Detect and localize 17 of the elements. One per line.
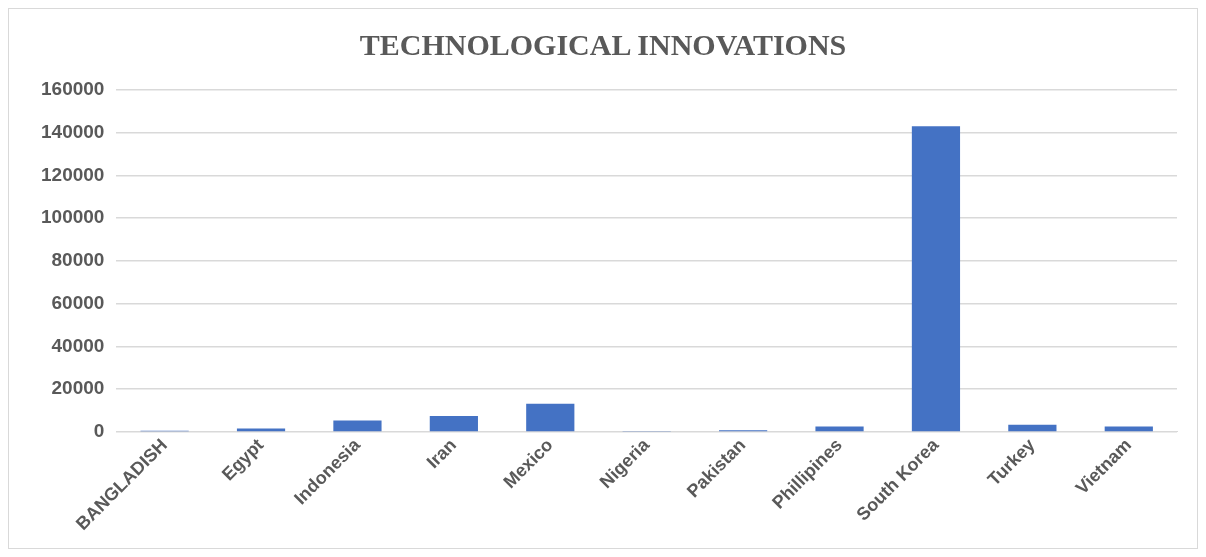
bar	[526, 403, 575, 432]
y-tick-label: 160000	[41, 78, 105, 100]
bar	[1008, 424, 1057, 432]
bar	[333, 420, 382, 432]
bar	[911, 126, 961, 432]
y-tick-label: 80000	[51, 249, 105, 271]
y-tick-label: 120000	[41, 163, 105, 185]
y-tick-label: 0	[93, 420, 105, 442]
bar	[429, 416, 478, 432]
y-tick-label: 40000	[51, 334, 105, 356]
y-tick-label: 60000	[51, 291, 105, 313]
x-tick-label: Iran	[422, 434, 461, 473]
bar	[236, 428, 286, 432]
y-tick-label: 140000	[41, 120, 105, 142]
y-tick-label: 100000	[41, 206, 105, 228]
y-tick-label: 20000	[51, 377, 105, 399]
chart-title: TECHNOLOGICAL INNOVATIONS	[359, 27, 847, 61]
